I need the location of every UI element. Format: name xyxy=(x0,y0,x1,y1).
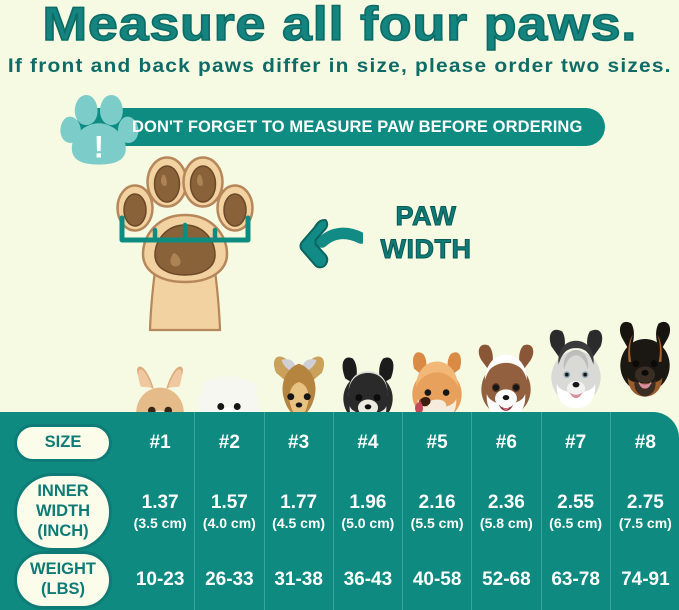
svg-text:!: ! xyxy=(94,129,104,164)
